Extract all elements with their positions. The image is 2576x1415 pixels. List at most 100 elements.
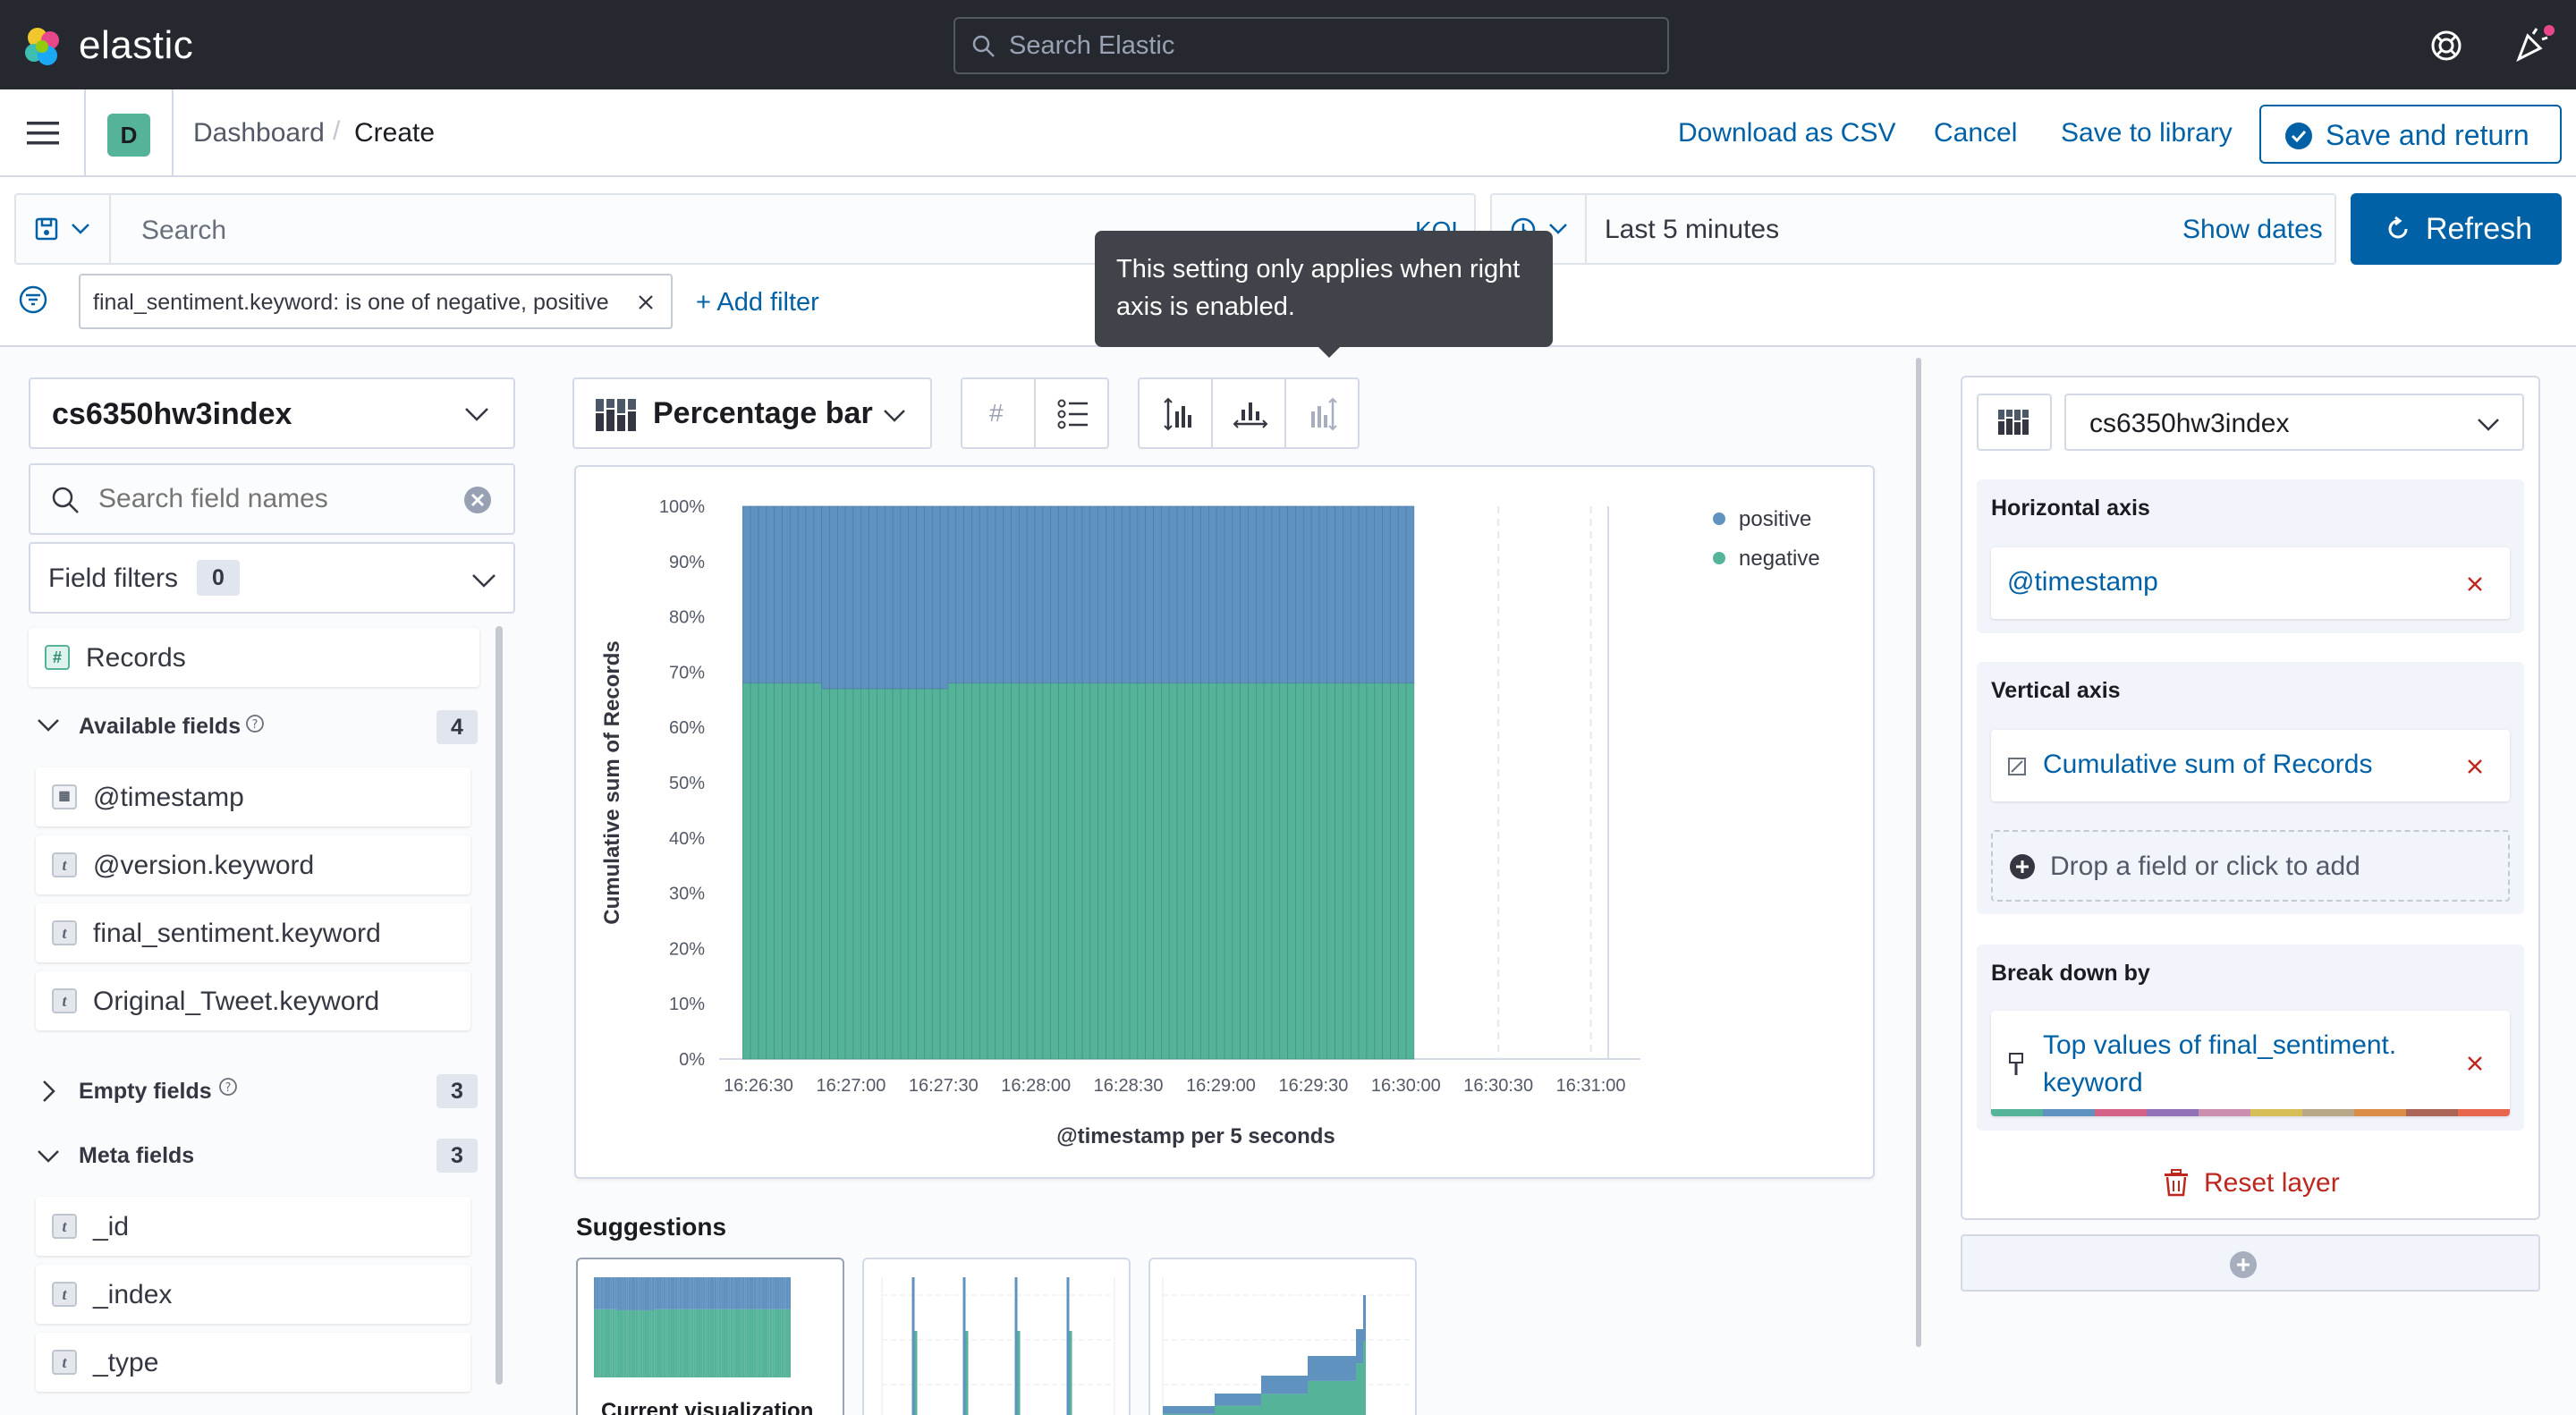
left-axis-button[interactable] xyxy=(1138,377,1213,449)
legend-settings-button[interactable] xyxy=(1034,377,1109,449)
bar-positive[interactable] xyxy=(1279,505,1288,684)
horizontal-axis-field[interactable]: @timestamp xyxy=(1991,547,2510,619)
bar-positive[interactable] xyxy=(1129,505,1139,684)
bar-positive[interactable] xyxy=(1176,505,1186,684)
bar-positive[interactable] xyxy=(971,505,980,684)
bar-negative[interactable] xyxy=(1216,682,1225,1060)
bar-positive[interactable] xyxy=(1366,505,1376,684)
field-item-index[interactable]: t _index xyxy=(36,1265,470,1324)
saved-query-button[interactable] xyxy=(16,195,111,263)
bar-positive[interactable] xyxy=(1224,505,1233,684)
bar-positive[interactable] xyxy=(1137,505,1146,684)
save-and-return-button[interactable]: Save and return xyxy=(2259,105,2562,164)
bar-negative[interactable] xyxy=(924,688,933,1060)
bar-positive[interactable] xyxy=(1058,505,1067,684)
bar-positive[interactable] xyxy=(900,505,910,690)
newsfeed-icon[interactable] xyxy=(2513,25,2556,64)
add-filter-button[interactable]: + Add filter xyxy=(696,288,819,317)
cancel-link[interactable]: Cancel xyxy=(1934,118,2018,148)
field-filters-button[interactable]: Field filters 0 xyxy=(29,542,515,614)
bar-negative[interactable] xyxy=(1050,682,1059,1060)
global-search-input[interactable] xyxy=(1009,26,1653,65)
bar-negative[interactable] xyxy=(1153,682,1162,1060)
chart-type-select[interactable]: Percentage bar xyxy=(572,377,932,449)
bar-positive[interactable] xyxy=(1026,505,1036,684)
field-search[interactable] xyxy=(29,463,515,535)
bar-positive[interactable] xyxy=(1003,505,1012,684)
bar-positive[interactable] xyxy=(1050,505,1059,684)
bar-positive[interactable] xyxy=(1216,505,1225,684)
bar-negative[interactable] xyxy=(1390,682,1399,1060)
bar-negative[interactable] xyxy=(971,682,980,1060)
bar-negative[interactable] xyxy=(1168,682,1178,1060)
bar-positive[interactable] xyxy=(924,505,933,690)
download-csv-link[interactable]: Download as CSV xyxy=(1678,118,1896,148)
bar-negative[interactable] xyxy=(900,688,910,1060)
bar-positive[interactable] xyxy=(884,505,894,690)
help-icon[interactable] xyxy=(2429,29,2463,63)
bar-positive[interactable] xyxy=(1208,505,1217,684)
bar-negative[interactable] xyxy=(844,688,854,1060)
bar-positive[interactable] xyxy=(1019,505,1028,684)
bar-positive[interactable] xyxy=(1397,505,1407,684)
bar-positive[interactable] xyxy=(1011,505,1020,684)
bar-positive[interactable] xyxy=(939,505,949,690)
suggestion-current[interactable]: Current visualization xyxy=(576,1258,844,1415)
field-search-input[interactable] xyxy=(98,481,456,517)
remove-icon[interactable] xyxy=(2467,758,2483,775)
bar-negative[interactable] xyxy=(1295,682,1304,1060)
available-fields-label[interactable]: Available fields xyxy=(79,714,242,739)
info-icon[interactable]: ? xyxy=(245,714,265,733)
menu-icon[interactable] xyxy=(27,120,59,147)
bar-negative[interactable] xyxy=(1089,682,1098,1060)
bar-negative[interactable] xyxy=(805,682,815,1060)
bar-negative[interactable] xyxy=(908,688,917,1060)
bar-positive[interactable] xyxy=(1263,505,1273,684)
bar-negative[interactable] xyxy=(1326,682,1335,1060)
bar-negative[interactable] xyxy=(852,688,862,1060)
right-axis-button[interactable] xyxy=(1284,377,1360,449)
bar-negative[interactable] xyxy=(931,688,941,1060)
percentage-bar-chart[interactable]: 0% 10% 20% 30% 40% 50% 60% 70% 80% 90% 100% 16:26:3… xyxy=(576,467,1873,1177)
bar-positive[interactable] xyxy=(1034,505,1044,684)
bar-negative[interactable] xyxy=(869,688,877,1060)
bar-negative[interactable] xyxy=(742,682,751,1060)
bar-positive[interactable] xyxy=(829,505,838,690)
refresh-button[interactable]: Refresh xyxy=(2351,193,2562,265)
bar-positive[interactable] xyxy=(1295,505,1304,684)
breadcrumb-dashboard[interactable]: Dashboard xyxy=(193,118,325,148)
bar-negative[interactable] xyxy=(892,688,902,1060)
bar-negative[interactable] xyxy=(1137,682,1146,1060)
bar-positive[interactable] xyxy=(979,505,988,684)
bar-positive[interactable] xyxy=(1081,505,1091,684)
bar-negative[interactable] xyxy=(995,682,1004,1060)
bar-positive[interactable] xyxy=(892,505,902,690)
bar-positive[interactable] xyxy=(908,505,917,690)
bar-positive[interactable] xyxy=(1390,505,1399,684)
bar-positive[interactable] xyxy=(1255,505,1265,684)
bar-negative[interactable] xyxy=(1200,682,1209,1060)
bar-positive[interactable] xyxy=(1042,505,1052,684)
bar-positive[interactable] xyxy=(821,505,830,690)
bar-positive[interactable] xyxy=(1089,505,1098,684)
bar-positive[interactable] xyxy=(766,505,775,684)
bar-positive[interactable] xyxy=(774,505,783,684)
bar-negative[interactable] xyxy=(1026,682,1036,1060)
bar-positive[interactable] xyxy=(1382,505,1391,684)
bar-positive[interactable] xyxy=(916,505,925,690)
clear-search-icon[interactable] xyxy=(463,486,492,514)
bar-positive[interactable] xyxy=(1192,505,1201,684)
workspace-divider[interactable] xyxy=(1916,358,1921,1347)
bar-negative[interactable] xyxy=(750,682,759,1060)
bar-positive[interactable] xyxy=(750,505,759,684)
bar-positive[interactable] xyxy=(1073,505,1083,684)
bar-negative[interactable] xyxy=(1358,682,1368,1060)
layer-chart-type-button[interactable] xyxy=(1977,394,2052,451)
bar-positive[interactable] xyxy=(1121,505,1131,684)
bar-positive[interactable] xyxy=(1287,505,1296,684)
bar-positive[interactable] xyxy=(1145,505,1154,684)
bar-negative[interactable] xyxy=(1019,682,1028,1060)
info-icon[interactable]: ? xyxy=(218,1077,238,1097)
bar-negative[interactable] xyxy=(877,688,886,1060)
bar-negative[interactable] xyxy=(836,688,846,1060)
